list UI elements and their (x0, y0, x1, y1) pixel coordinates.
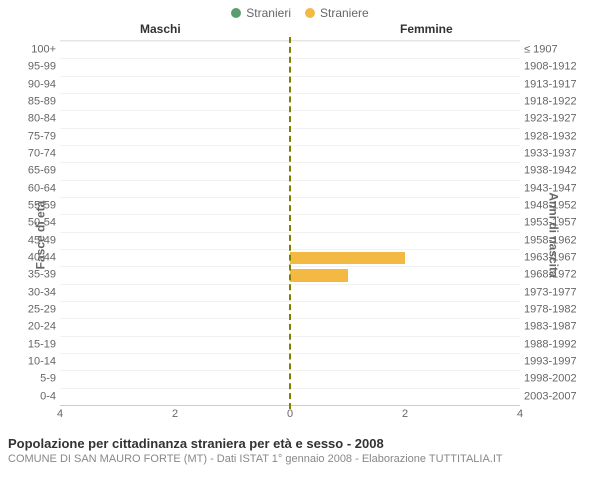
age-label: 0-4 (16, 391, 56, 402)
birth-year-label: 1943-1947 (524, 183, 588, 194)
age-label: 70-74 (16, 149, 56, 160)
plot-area: 100+≤ 190795-991908-191290-941913-191785… (60, 40, 520, 406)
age-label: 25-29 (16, 305, 56, 316)
birth-year-label: 1918-1922 (524, 97, 588, 108)
birth-year-label: 1908-1912 (524, 62, 588, 73)
age-label: 40-44 (16, 253, 56, 264)
birth-year-label: 1958-1962 (524, 235, 588, 246)
x-tick: 2 (172, 408, 178, 420)
legend-label-female: Straniere (320, 6, 369, 20)
legend-item-female: Straniere (305, 6, 369, 20)
birth-year-label: 1933-1937 (524, 149, 588, 160)
column-headers: Maschi Femmine (0, 22, 600, 40)
age-label: 50-54 (16, 218, 56, 229)
chart-root: Stranieri Straniere Maschi Femmine Fasce… (0, 0, 600, 500)
birth-year-label: 1983-1987 (524, 322, 588, 333)
birth-year-label: 1978-1982 (524, 305, 588, 316)
age-label: 15-19 (16, 339, 56, 350)
age-label: 20-24 (16, 322, 56, 333)
chart-title: Popolazione per cittadinanza straniera p… (8, 436, 592, 451)
x-tick: 4 (57, 408, 63, 420)
header-male: Maschi (140, 22, 181, 36)
age-label: 30-34 (16, 287, 56, 298)
age-label: 65-69 (16, 166, 56, 177)
x-tick: 4 (517, 408, 523, 420)
age-label: 100+ (16, 45, 56, 56)
chart-area: Fasce di età Anni di nascita 100+≤ 19079… (0, 40, 600, 430)
birth-year-label: 1988-1992 (524, 339, 588, 350)
age-label: 45-49 (16, 235, 56, 246)
age-label: 85-89 (16, 97, 56, 108)
footer: Popolazione per cittadinanza straniera p… (0, 430, 600, 465)
birth-year-label: ≤ 1907 (524, 45, 588, 56)
birth-year-label: 1973-1977 (524, 287, 588, 298)
legend-label-male: Stranieri (246, 6, 291, 20)
bar-female (290, 269, 348, 281)
legend-swatch-female (305, 8, 315, 18)
age-label: 75-79 (16, 131, 56, 142)
age-label: 5-9 (16, 374, 56, 385)
birth-year-label: 1948-1952 (524, 201, 588, 212)
birth-year-label: 1968-1972 (524, 270, 588, 281)
bar-female (290, 252, 405, 264)
legend-swatch-male (231, 8, 241, 18)
birth-year-label: 2003-2007 (524, 391, 588, 402)
birth-year-label: 1998-2002 (524, 374, 588, 385)
legend-item-male: Stranieri (231, 6, 291, 20)
chart-subtitle: COMUNE DI SAN MAURO FORTE (MT) - Dati IS… (8, 451, 592, 465)
age-label: 80-84 (16, 114, 56, 125)
age-label: 60-64 (16, 183, 56, 194)
age-label: 35-39 (16, 270, 56, 281)
x-tick: 2 (402, 408, 408, 420)
birth-year-label: 1938-1942 (524, 166, 588, 177)
age-label: 95-99 (16, 62, 56, 73)
birth-year-label: 1913-1917 (524, 79, 588, 90)
birth-year-label: 1963-1967 (524, 253, 588, 264)
birth-year-label: 1953-1957 (524, 218, 588, 229)
birth-year-label: 1928-1932 (524, 131, 588, 142)
center-divider (289, 37, 291, 409)
birth-year-label: 1923-1927 (524, 114, 588, 125)
age-label: 10-14 (16, 357, 56, 368)
birth-year-label: 1993-1997 (524, 357, 588, 368)
legend: Stranieri Straniere (0, 0, 600, 22)
age-label: 90-94 (16, 79, 56, 90)
age-label: 55-59 (16, 201, 56, 212)
x-axis: 4 2 0 2 4 (60, 408, 520, 426)
header-female: Femmine (400, 22, 453, 36)
x-tick: 0 (287, 408, 293, 420)
